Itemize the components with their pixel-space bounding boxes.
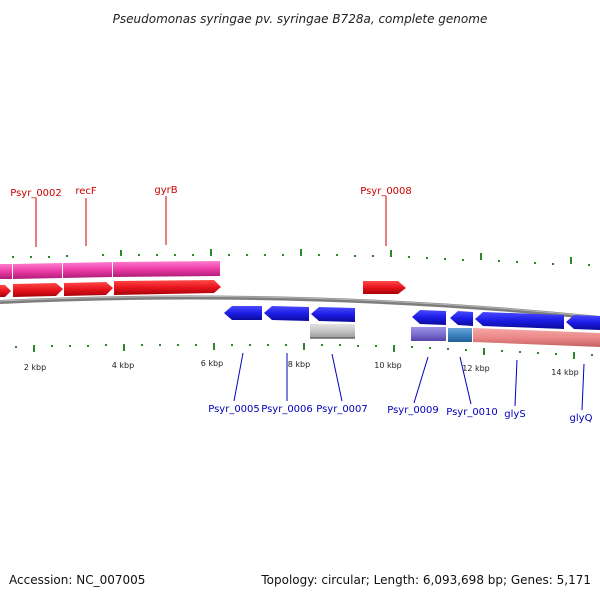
gene-arrow-forward[interactable] <box>64 282 113 296</box>
gene-label-psyr-0007[interactable]: Psyr_0007 <box>316 404 368 415</box>
gene-arrow-reverse[interactable] <box>566 315 600 330</box>
gene-arrow-reverse[interactable] <box>412 310 446 325</box>
gene-label-recf[interactable]: recF <box>75 186 97 197</box>
scale-labels: 2 kbp 4 kbp 6 kbp 8 kbp 10 kbp 12 kbp 14… <box>24 359 579 377</box>
cds-feature[interactable] <box>13 263 62 279</box>
reverse-cds-track <box>310 324 600 347</box>
leader-line <box>581 363 585 411</box>
scale-label-10kbp: 10 kbp <box>374 361 402 370</box>
scale-label-12kbp: 12 kbp <box>462 364 490 373</box>
gene-arrow-forward[interactable] <box>0 285 11 297</box>
gene-label-psyr-0008[interactable]: Psyr_0008 <box>360 186 412 197</box>
cds-feature[interactable] <box>310 324 355 338</box>
leader-line <box>413 356 429 404</box>
upper-tick-marks <box>12 249 590 266</box>
gene-label-psyr-0006[interactable]: Psyr_0006 <box>261 404 313 415</box>
gene-label-psyr-0009[interactable]: Psyr_0009 <box>387 405 439 416</box>
gene-label-psyr-0010[interactable]: Psyr_0010 <box>446 407 498 418</box>
cds-feature[interactable] <box>63 262 112 278</box>
scale-label-2kbp: 2 kbp <box>24 363 46 372</box>
reverse-gene-labels: Psyr_0005 Psyr_0006 Psyr_0007 Psyr_0009 … <box>208 352 593 424</box>
cds-feature[interactable] <box>411 327 446 341</box>
gene-label-psyr-0002[interactable]: Psyr_0002 <box>10 188 62 199</box>
gene-label-glys[interactable]: glyS <box>504 409 525 420</box>
gene-arrow-reverse[interactable] <box>475 312 564 329</box>
reverse-gene-track <box>224 306 600 330</box>
gene-arrow-forward[interactable] <box>13 283 63 297</box>
cds-feature[interactable] <box>473 328 600 347</box>
gene-arrow-reverse[interactable] <box>311 307 355 322</box>
scale-label-14kbp: 14 kbp <box>551 368 579 377</box>
genome-backbone-highlight <box>0 296 600 318</box>
leader-line <box>331 353 343 402</box>
gene-arrow-reverse[interactable] <box>224 306 262 320</box>
forward-cds-track <box>0 261 220 279</box>
lower-tick-marks <box>15 343 593 359</box>
gene-label-gyrb[interactable]: gyrB <box>154 185 177 196</box>
scale-label-6kbp: 6 kbp <box>201 359 223 368</box>
forward-gene-labels: Psyr_0002 recF gyrB Psyr_0008 <box>10 185 412 247</box>
forward-gene-track <box>0 280 406 297</box>
scale-label-8kbp: 8 kbp <box>288 360 310 369</box>
leader-line <box>514 359 518 407</box>
map-title: Pseudomonas syringae pv. syringae B728a,… <box>113 12 488 26</box>
gene-arrow-reverse[interactable] <box>450 311 473 326</box>
gene-label-psyr-0005[interactable]: Psyr_0005 <box>208 404 260 415</box>
scale-label-4kbp: 4 kbp <box>112 361 134 370</box>
cds-feature[interactable] <box>0 264 12 279</box>
accession-label: Accession: NC_007005 <box>9 573 146 587</box>
gene-label-glyq[interactable]: glyQ <box>570 413 593 424</box>
cds-feature[interactable] <box>448 328 472 342</box>
leader-line <box>459 356 472 405</box>
gene-arrow-forward[interactable] <box>363 281 406 294</box>
gene-arrow-reverse[interactable] <box>264 306 309 321</box>
cds-feature[interactable] <box>113 261 220 277</box>
genome-summary: Topology: circular; Length: 6,093,698 bp… <box>261 573 591 587</box>
gene-arrow-forward[interactable] <box>114 280 221 295</box>
leader-line <box>233 352 244 402</box>
genome-backbone <box>0 295 600 320</box>
